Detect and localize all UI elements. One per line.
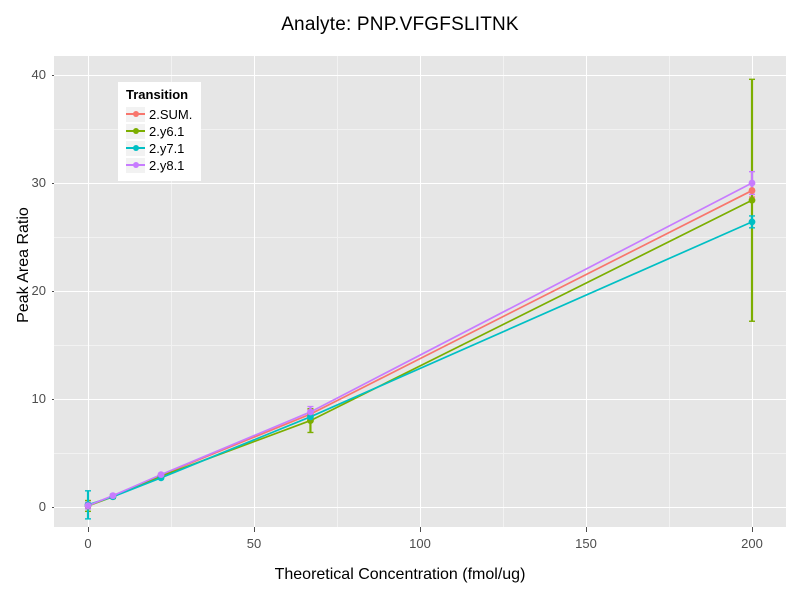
x-tick-mark bbox=[586, 527, 587, 532]
legend-item-label: 2.y8.1 bbox=[149, 158, 185, 173]
x-axis-ticks: 0 50 100 150 200 bbox=[54, 527, 786, 557]
legend-item-2-y7-1[interactable]: 2.y7.1 bbox=[126, 140, 192, 157]
data-point bbox=[748, 179, 756, 187]
data-point bbox=[84, 502, 92, 510]
x-tick-mark bbox=[752, 527, 753, 532]
legend-key-icon bbox=[126, 124, 145, 139]
x-tick-label: 200 bbox=[741, 536, 763, 551]
data-point bbox=[748, 218, 756, 226]
legend-key-icon bbox=[126, 107, 145, 122]
gridline-y-major bbox=[54, 290, 786, 293]
x-tick-mark bbox=[88, 527, 89, 532]
legend-key-icon bbox=[126, 158, 145, 173]
x-tick-label: 0 bbox=[84, 536, 92, 551]
data-point bbox=[109, 492, 117, 500]
chart-title: Analyte: PNP.VFGFSLITNK bbox=[281, 14, 519, 35]
legend-item-2-y6-1[interactable]: 2.y6.1 bbox=[126, 123, 192, 140]
y-axis-ticks: 0 10 20 30 40 bbox=[6, 56, 57, 527]
gridline-y-major bbox=[54, 74, 786, 77]
x-tick-label: 100 bbox=[409, 536, 431, 551]
gridline-y-major bbox=[54, 182, 786, 185]
y-tick-label: 20 bbox=[31, 283, 46, 298]
legend-item-label: 2.y6.1 bbox=[149, 124, 185, 139]
legend-items: 2.SUM. 2.y6.1 2.y7.1 2.y8.1 bbox=[126, 106, 192, 174]
data-point bbox=[307, 408, 314, 416]
data-point bbox=[157, 471, 165, 478]
y-tick-label: 30 bbox=[31, 175, 46, 190]
legend-item-2-y8-1[interactable]: 2.y8.1 bbox=[126, 157, 192, 174]
series-layer bbox=[84, 78, 756, 520]
x-tick-mark bbox=[420, 527, 421, 532]
gridline-y-major bbox=[54, 506, 786, 509]
y-tick-label: 0 bbox=[38, 499, 46, 514]
series-line bbox=[87, 221, 753, 506]
series-line bbox=[87, 182, 753, 507]
y-tick-label: 10 bbox=[31, 391, 46, 406]
legend-item-2-sum-[interactable]: 2.SUM. bbox=[126, 106, 192, 123]
legend-title: Transition bbox=[126, 87, 189, 102]
x-tick-label: 50 bbox=[246, 536, 262, 551]
legend: Transition 2.SUM. 2.y6.1 2.y7.1 2.y8.1 bbox=[118, 82, 202, 181]
x-tick-label: 150 bbox=[575, 536, 597, 551]
data-point bbox=[748, 196, 756, 204]
legend-key-icon bbox=[126, 141, 145, 156]
data-point bbox=[748, 187, 756, 194]
gridline-y-major bbox=[54, 398, 786, 401]
data-point bbox=[307, 413, 314, 421]
series-line bbox=[87, 199, 753, 507]
y-tick-label: 40 bbox=[31, 67, 46, 82]
series-line bbox=[87, 189, 753, 507]
legend-item-label: 2.SUM. bbox=[149, 107, 193, 122]
x-axis-label: Theoretical Concentration (fmol/ug) bbox=[274, 566, 526, 583]
x-tick-mark bbox=[254, 527, 255, 532]
legend-item-label: 2.y7.1 bbox=[149, 141, 185, 156]
